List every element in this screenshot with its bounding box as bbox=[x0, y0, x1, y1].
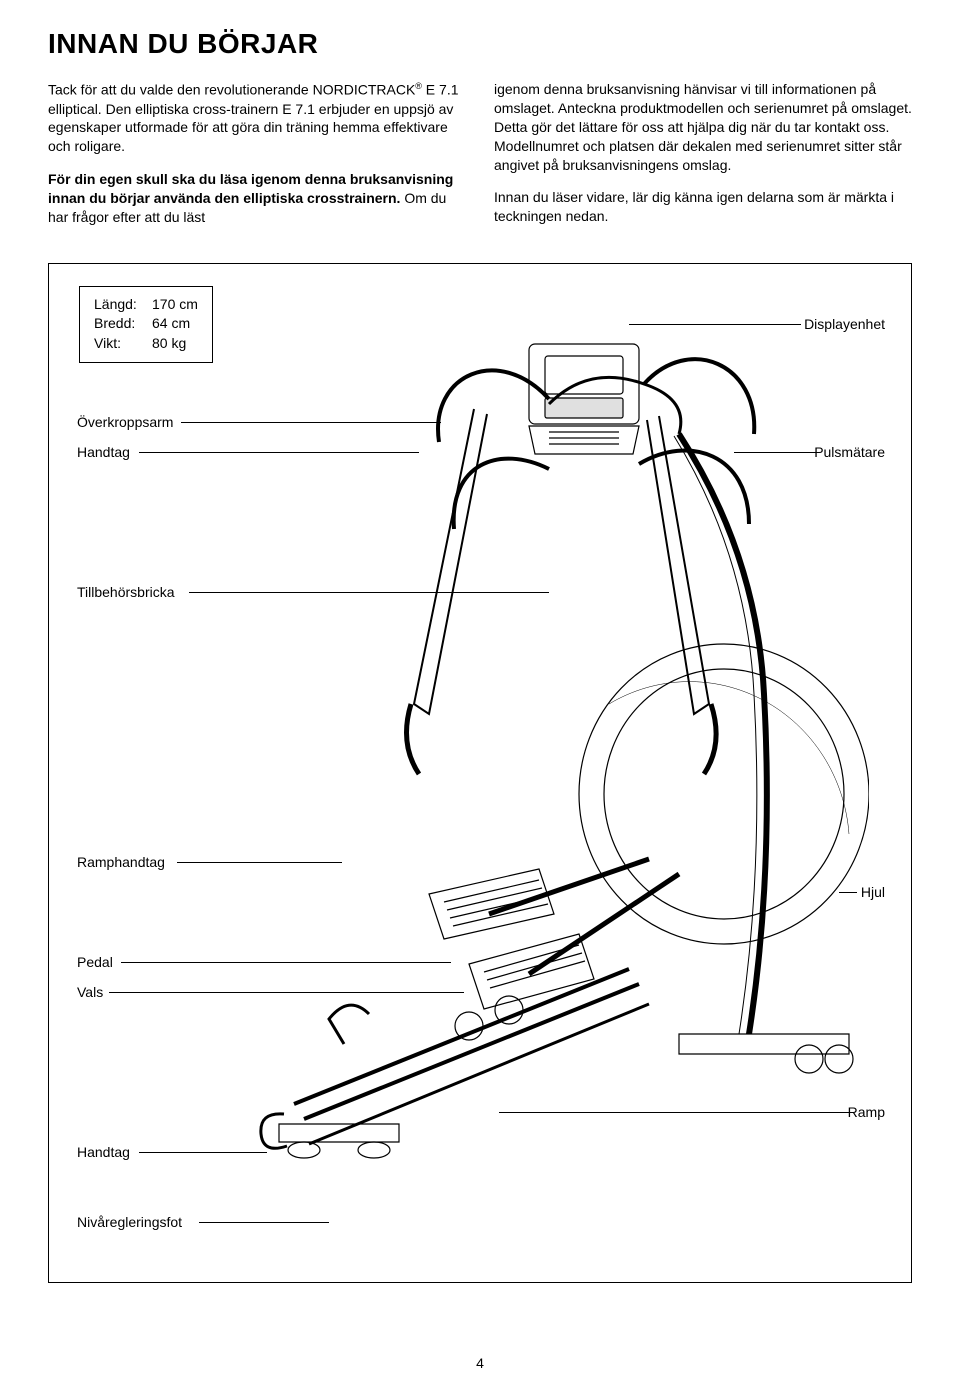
leader-pedal bbox=[121, 962, 451, 963]
label-handle-upper: Handtag bbox=[77, 444, 130, 460]
leader-ramphandle bbox=[177, 862, 342, 863]
label-levelfoot: Nivåregleringsfot bbox=[77, 1214, 182, 1230]
label-pedal: Pedal bbox=[77, 954, 113, 970]
intro-left-column: Tack för att du valde den revolutioneran… bbox=[48, 80, 466, 241]
diagram-frame: Längd: 170 cm Bredd: 64 cm Vikt: 80 kg bbox=[48, 263, 912, 1283]
leader-levelfoot bbox=[199, 1222, 329, 1223]
label-handle-lower: Handtag bbox=[77, 1144, 130, 1160]
page-title: INNAN DU BÖRJAR bbox=[48, 28, 912, 60]
registered-icon: ® bbox=[415, 81, 422, 91]
leader-tray bbox=[189, 592, 549, 593]
label-tray: Tillbehörsbricka bbox=[77, 584, 175, 600]
label-wheel: Hjul bbox=[861, 884, 885, 900]
intro-left-p2: För din egen skull ska du läsa igenom de… bbox=[48, 170, 466, 227]
leader-roller bbox=[109, 992, 464, 993]
intro-right-p1: igenom denna bruksanvisning hänvisar vi … bbox=[494, 80, 912, 174]
intro-right-p2: Innan du läser vidare, lär dig känna ige… bbox=[494, 188, 912, 226]
intro-left-p1: Tack för att du valde den revolutioneran… bbox=[48, 80, 466, 156]
label-pulse: Pulsmätare bbox=[814, 444, 885, 460]
spec-row-length: Längd: 170 cm bbox=[94, 295, 198, 315]
leader-display bbox=[629, 324, 801, 325]
leader-wheel bbox=[839, 892, 857, 893]
specs-box: Längd: 170 cm Bredd: 64 cm Vikt: 80 kg bbox=[79, 286, 213, 363]
leader-handle-upper bbox=[139, 452, 419, 453]
intro-right-column: igenom denna bruksanvisning hänvisar vi … bbox=[494, 80, 912, 241]
spec-row-width: Bredd: 64 cm bbox=[94, 314, 198, 334]
elliptical-illustration bbox=[249, 274, 869, 1254]
label-roller: Vals bbox=[77, 984, 103, 1000]
page-number: 4 bbox=[0, 1355, 960, 1371]
label-upperarm: Överkroppsarm bbox=[77, 414, 173, 430]
label-ramp: Ramp bbox=[848, 1104, 885, 1120]
leader-handle-lower bbox=[139, 1152, 267, 1153]
leader-ramp bbox=[499, 1112, 852, 1113]
intro-columns: Tack för att du valde den revolutioneran… bbox=[48, 80, 912, 241]
spec-row-weight: Vikt: 80 kg bbox=[94, 334, 198, 354]
label-ramphandle: Ramphandtag bbox=[77, 854, 165, 870]
leader-upperarm bbox=[181, 422, 441, 423]
label-display: Displayenhet bbox=[804, 316, 885, 332]
leader-pulse bbox=[734, 452, 816, 453]
